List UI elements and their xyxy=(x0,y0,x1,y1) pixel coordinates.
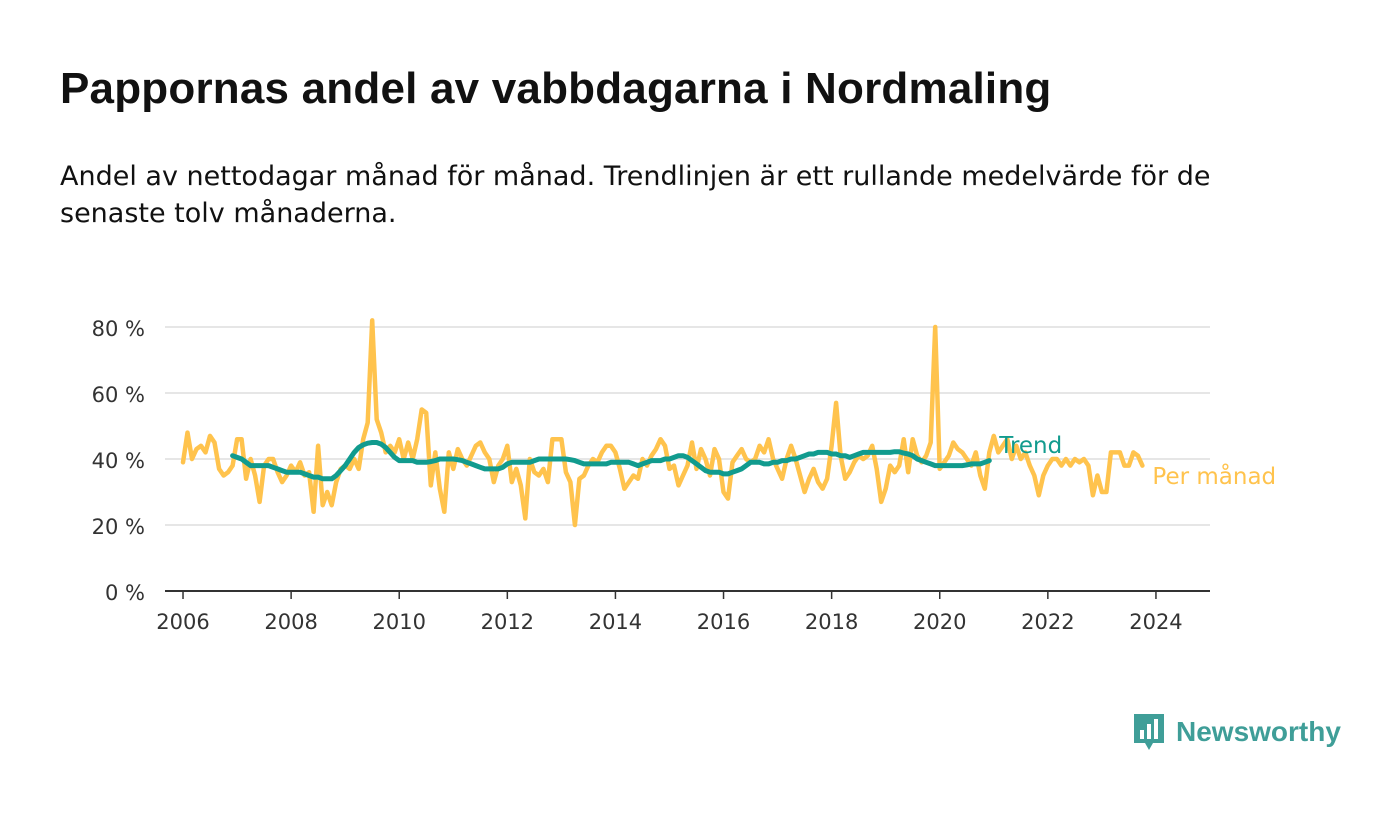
page-subtitle: Andel av nettodagar månad för månad. Tre… xyxy=(60,161,1211,229)
x-tick-label: 2022 xyxy=(1021,610,1074,634)
x-tick-label: 2006 xyxy=(156,610,209,634)
brand-logo: Newsworthy xyxy=(1132,712,1341,752)
x-tick-label: 2016 xyxy=(697,610,750,634)
x-tick-label: 2018 xyxy=(805,610,858,634)
x-tick-label: 2010 xyxy=(372,610,425,634)
y-tick-label: 0 % xyxy=(105,581,145,605)
page-title: Pappornas andel av vabbdagarna i Nordmal… xyxy=(60,64,1052,113)
series-lines xyxy=(180,318,1145,528)
y-tick-label: 40 % xyxy=(92,449,145,473)
series-labels: Trend Per månad xyxy=(998,433,1276,490)
x-tick-label: 2024 xyxy=(1129,610,1182,634)
grid-lines xyxy=(165,326,1210,592)
y-tick-label: 60 % xyxy=(92,383,145,407)
y-tick-label: 80 % xyxy=(92,317,145,341)
x-tick-label: 2008 xyxy=(264,610,317,634)
trend-line xyxy=(230,440,992,482)
newsworthy-logo-icon xyxy=(1134,714,1164,750)
y-axis-ticks: 0 % 20 % 40 % 60 % 80 % xyxy=(92,317,145,605)
x-axis-ticks: 2006 2008 2010 2012 2014 2016 2018 2020 2022 2024 xyxy=(156,591,1183,634)
series-label-trend: Trend xyxy=(998,433,1062,459)
x-tick-label: 2014 xyxy=(589,610,642,634)
x-tick-label: 2012 xyxy=(481,610,534,634)
monthly-line xyxy=(180,318,1145,528)
brand-name: Newsworthy xyxy=(1176,716,1341,747)
x-tick-label: 2020 xyxy=(913,610,966,634)
y-tick-label: 20 % xyxy=(92,515,145,539)
series-label-per-manad: Per månad xyxy=(1152,462,1276,490)
